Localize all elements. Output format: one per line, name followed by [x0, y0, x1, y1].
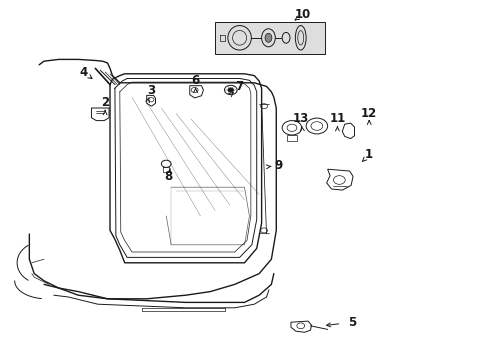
Text: 4: 4: [79, 66, 87, 78]
Text: 10: 10: [294, 8, 311, 21]
Text: 7: 7: [235, 80, 243, 93]
Text: 5: 5: [347, 316, 355, 329]
Text: 1: 1: [365, 148, 372, 161]
Text: 3: 3: [147, 84, 155, 96]
Text: 13: 13: [292, 112, 308, 125]
Text: 2: 2: [101, 96, 109, 109]
Text: 11: 11: [328, 112, 345, 125]
Text: 6: 6: [191, 75, 199, 87]
Bar: [215, 22, 325, 54]
Text: 9: 9: [274, 159, 282, 172]
Circle shape: [227, 88, 233, 92]
Ellipse shape: [264, 33, 271, 42]
Text: 12: 12: [360, 107, 377, 120]
Text: 8: 8: [164, 170, 172, 183]
